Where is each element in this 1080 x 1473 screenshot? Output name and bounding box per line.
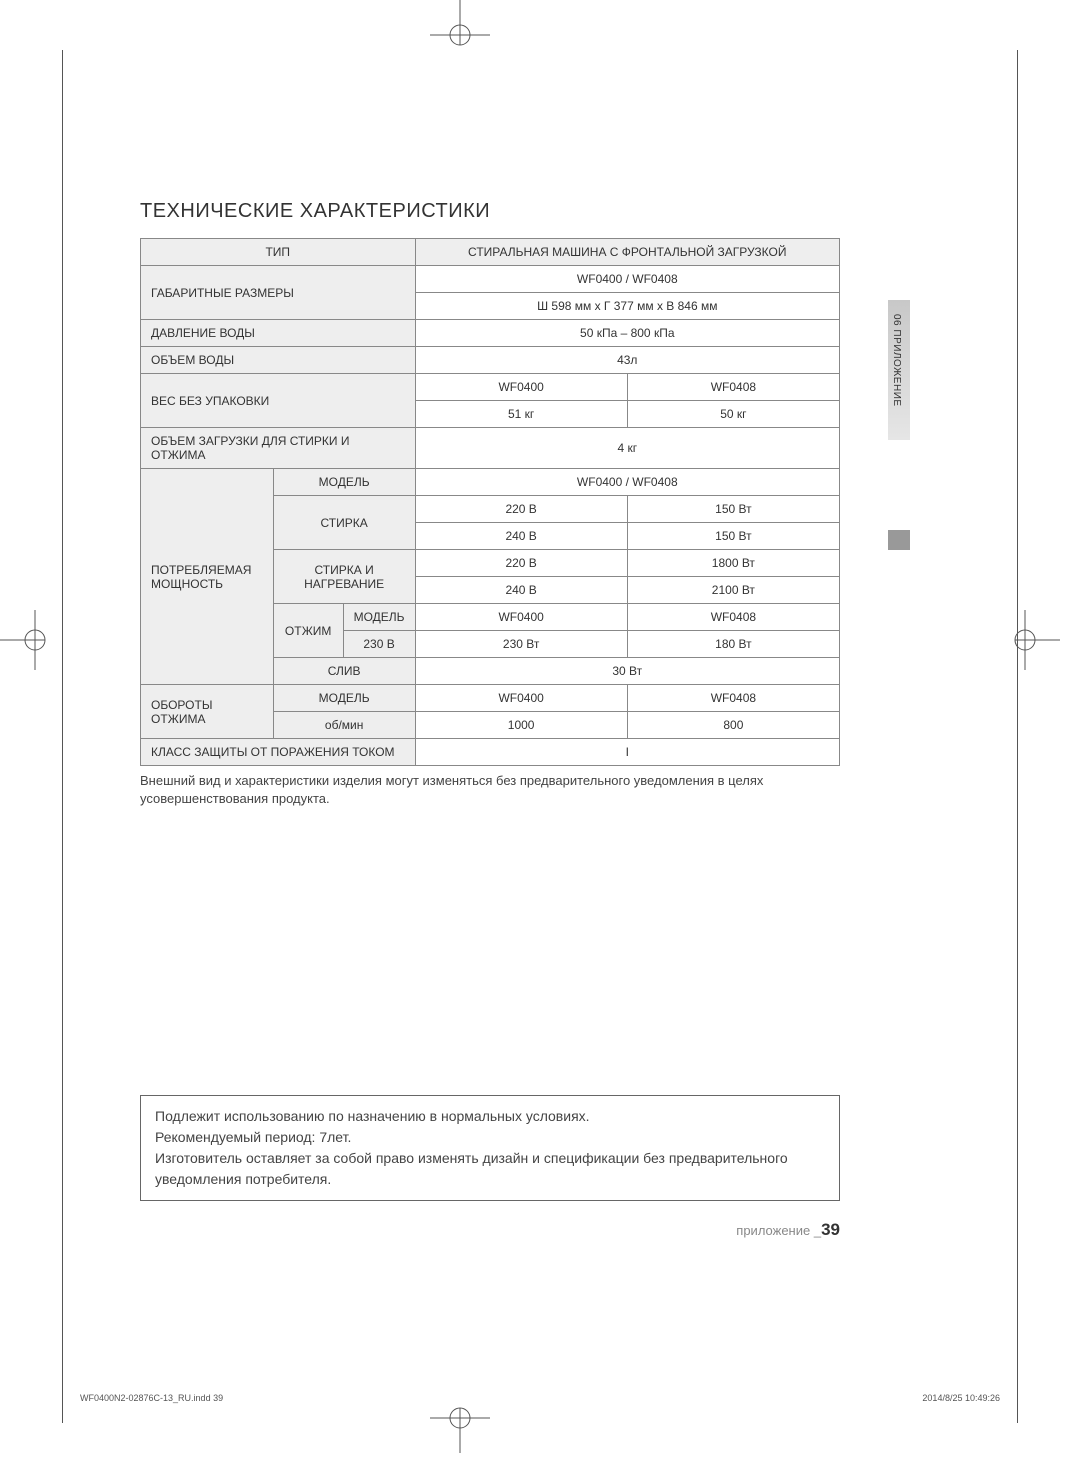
power-spin-m2: WF0408 [627, 604, 839, 631]
row-type-value: СТИРАЛЬНАЯ МАШИНА С ФРОНТАЛЬНОЙ ЗАГРУЗКО… [415, 239, 839, 266]
power-heat-r2c1: 240 В [415, 577, 627, 604]
row-press-label: ДАВЛЕНИЕ ВОДЫ [141, 320, 416, 347]
power-drain-label: СЛИВ [273, 658, 415, 685]
class-label: КЛАСС ЗАЩИТЫ ОТ ПОРАЖЕНИЯ ТОКОМ [141, 739, 416, 766]
footer: приложение _39 [140, 1220, 840, 1240]
notice-box: Подлежит использованию по назначению в н… [140, 1095, 840, 1201]
row-cap-value: 4 кг [415, 428, 839, 469]
power-drain-value: 30 Вт [415, 658, 839, 685]
row-net-m2: WF0408 [627, 374, 839, 401]
print-left: WF0400N2-02876C-13_RU.indd 39 [80, 1393, 223, 1403]
row-net-label: ВЕС БЕЗ УПАКОВКИ [141, 374, 416, 428]
power-wash-r2c1: 240 В [415, 523, 627, 550]
spin-label: ОБОРОТЫ ОТЖИМА [141, 685, 274, 739]
row-net-m1: WF0400 [415, 374, 627, 401]
row-vol-value: 43л [415, 347, 839, 374]
power-heat-r1c2: 1800 Вт [627, 550, 839, 577]
power-model-value: WF0400 / WF0408 [415, 469, 839, 496]
power-wash-label: СТИРКА [273, 496, 415, 550]
page-title: ТЕХНИЧЕСКИЕ ХАРАКТЕРИСТИКИ [140, 200, 840, 223]
power-spin-label: ОТЖИМ [273, 604, 343, 658]
spec-table: ТИП СТИРАЛЬНАЯ МАШИНА С ФРОНТАЛЬНОЙ ЗАГР… [140, 238, 840, 766]
print-footer: WF0400N2-02876C-13_RU.indd 39 2014/8/25 … [80, 1393, 1000, 1403]
row-dim-v1: WF0400 / WF0408 [415, 266, 839, 293]
row-vol-label: ОБЪЕМ ВОДЫ [141, 347, 416, 374]
power-wash-r1c2: 150 Вт [627, 496, 839, 523]
row-press-value: 50 кПа – 800 кПа [415, 320, 839, 347]
row-net-v1: 51 кг [415, 401, 627, 428]
note-text: Внешний вид и характеристики изделия мог… [140, 772, 840, 808]
spin-m1: WF0400 [415, 685, 627, 712]
power-spin-v1: 230 Вт [415, 631, 627, 658]
spin-rpm-label: об/мин [273, 712, 415, 739]
spin-m2: WF0408 [627, 685, 839, 712]
power-spin-volt: 230 В [343, 631, 415, 658]
crop-mark-top [420, 0, 500, 80]
crop-mark-right [1000, 600, 1080, 680]
notice-text: Подлежит использованию по назначению в н… [155, 1108, 788, 1187]
crop-mark-left [0, 600, 80, 680]
print-right: 2014/8/25 10:49:26 [922, 1393, 1000, 1403]
crop-mark-bottom [420, 1393, 500, 1473]
trim-left [62, 50, 63, 1423]
power-wash-r1c1: 220 В [415, 496, 627, 523]
power-heat-r2c2: 2100 Вт [627, 577, 839, 604]
row-net-v2: 50 кг [627, 401, 839, 428]
trim-right [1017, 50, 1018, 1423]
power-heat-r1c1: 220 В [415, 550, 627, 577]
power-label: ПОТРЕБЛЯЕМАЯ МОЩНОСТЬ [141, 469, 274, 685]
power-spin-m1: WF0400 [415, 604, 627, 631]
power-heat-label: СТИРКА И НАГРЕВАНИЕ [273, 550, 415, 604]
row-cap-label: ОБЪЕМ ЗАГРУЗКИ ДЛЯ СТИРКИ И ОТЖИМА [141, 428, 416, 469]
power-spin-v2: 180 Вт [627, 631, 839, 658]
spin-model-label: МОДЕЛЬ [273, 685, 415, 712]
power-wash-r2c2: 150 Вт [627, 523, 839, 550]
page-content: ТЕХНИЧЕСКИЕ ХАРАКТЕРИСТИКИ ТИП СТИРАЛЬНА… [140, 200, 840, 808]
row-dim-label: ГАБАРИТНЫЕ РАЗМЕРЫ [141, 266, 416, 320]
power-spin-model-label: МОДЕЛЬ [343, 604, 415, 631]
footer-page: 39 [821, 1220, 840, 1239]
row-type-label: ТИП [141, 239, 416, 266]
footer-section: приложение _ [736, 1223, 821, 1238]
class-value: I [415, 739, 839, 766]
spin-v1: 1000 [415, 712, 627, 739]
side-tab-label: 06 ПРИЛОЖЕНИЕ [891, 314, 902, 407]
row-dim-v2: Ш 598 мм x Г 377 мм x В 846 мм [415, 293, 839, 320]
power-model-label: МОДЕЛЬ [273, 469, 415, 496]
spin-v2: 800 [627, 712, 839, 739]
side-tab: 06 ПРИЛОЖЕНИЕ [888, 300, 910, 550]
